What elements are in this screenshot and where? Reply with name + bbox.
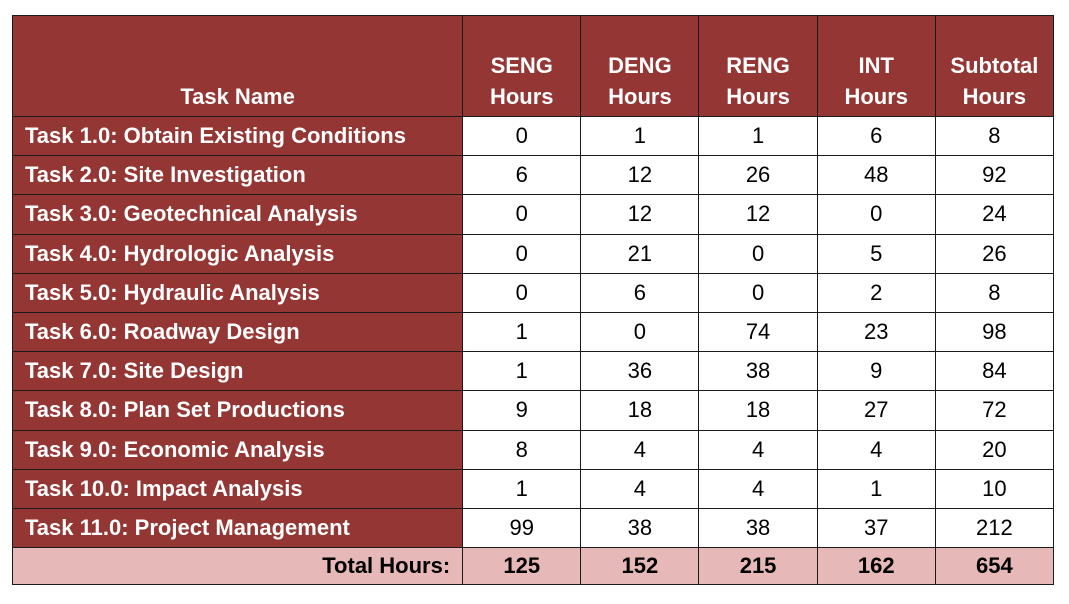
deng-cell: 18 [580,390,700,431]
table-row: Task 8.0: Plan Set Productions 9 18 18 2… [11,390,1055,431]
int-cell: 37 [816,507,936,549]
seng-cell: 6 [462,155,582,196]
header-int: INT Hours [816,15,936,117]
int-cell: 5 [816,233,936,274]
int-cell: 27 [816,390,936,431]
deng-cell: 38 [580,507,700,549]
seng-cell: 9 [462,390,582,431]
subtotal-cell: 92 [934,155,1055,196]
subtotal-cell: 20 [934,429,1055,470]
subtotal-cell: 84 [934,351,1055,392]
table-row: Task 4.0: Hydrologic Analysis 0 21 0 5 2… [11,233,1055,274]
table-row: Task 6.0: Roadway Design 1 0 74 23 98 [11,311,1055,353]
table-row: Task 10.0: Impact Analysis 1 4 4 1 10 [11,468,1055,509]
int-cell: 4 [816,429,936,470]
int-cell: 23 [816,311,936,353]
total-reng: 215 [698,547,818,586]
task-name-cell: Task 7.0: Site Design [11,351,464,392]
header-reng: RENG Hours [698,15,818,117]
subtotal-cell: 10 [934,468,1055,509]
seng-cell: 8 [462,429,582,470]
table-row: Task 11.0: Project Management 99 38 38 3… [11,507,1055,549]
reng-cell: 4 [698,429,818,470]
total-int: 162 [816,547,936,586]
total-seng: 125 [462,547,582,586]
total-deng: 152 [580,547,700,586]
total-subtotal: 654 [934,547,1055,586]
task-name-cell: Task 6.0: Roadway Design [11,311,464,353]
table-row: Task 3.0: Geotechnical Analysis 0 12 12 … [11,194,1055,235]
seng-cell: 0 [462,194,582,235]
reng-cell: 38 [698,507,818,549]
reng-cell: 12 [698,194,818,235]
table-row: Task 7.0: Site Design 1 36 38 9 84 [11,351,1055,392]
deng-cell: 21 [580,233,700,274]
task-name-cell: Task 2.0: Site Investigation [11,155,464,196]
reng-cell: 4 [698,468,818,509]
subtotal-cell: 8 [934,272,1055,313]
total-row: Total Hours: 125 152 215 162 654 [11,547,1055,586]
table-row: Task 5.0: Hydraulic Analysis 0 6 0 2 8 [11,272,1055,313]
subtotal-cell: 8 [934,115,1055,157]
reng-cell: 1 [698,115,818,157]
header-task-name: Task Name [11,15,464,117]
reng-cell: 0 [698,272,818,313]
subtotal-cell: 212 [934,507,1055,549]
deng-cell: 4 [580,429,700,470]
int-cell: 1 [816,468,936,509]
header-seng: SENG Hours [462,15,582,117]
deng-cell: 6 [580,272,700,313]
task-name-cell: Task 8.0: Plan Set Productions [11,390,464,431]
header-deng: DENG Hours [580,15,700,117]
seng-cell: 0 [462,115,582,157]
subtotal-cell: 24 [934,194,1055,235]
hours-table: Task Name SENG Hours DENG Hours RENG Hours … [11,15,1055,586]
reng-cell: 38 [698,351,818,392]
task-name-cell: Task 5.0: Hydraulic Analysis [11,272,464,313]
subtotal-cell: 72 [934,390,1055,431]
total-label: Total Hours: [11,547,464,586]
task-name-cell: Task 4.0: Hydrologic Analysis [11,233,464,274]
deng-cell: 12 [580,155,700,196]
reng-cell: 74 [698,311,818,353]
task-name-cell: Task 9.0: Economic Analysis [11,429,464,470]
deng-cell: 1 [580,115,700,157]
header-row: Task Name SENG Hours DENG Hours RENG Hours … [11,15,1055,117]
subtotal-cell: 26 [934,233,1055,274]
int-cell: 2 [816,272,936,313]
table-row: Task 1.0: Obtain Existing Conditions 0 1… [11,115,1055,157]
task-name-cell: Task 3.0: Geotechnical Analysis [11,194,464,235]
seng-cell: 1 [462,311,582,353]
deng-cell: 0 [580,311,700,353]
task-name-cell: Task 10.0: Impact Analysis [11,468,464,509]
int-cell: 6 [816,115,936,157]
deng-cell: 4 [580,468,700,509]
reng-cell: 26 [698,155,818,196]
table-row: Task 9.0: Economic Analysis 8 4 4 4 20 [11,429,1055,470]
deng-cell: 36 [580,351,700,392]
int-cell: 0 [816,194,936,235]
seng-cell: 1 [462,351,582,392]
task-name-cell: Task 11.0: Project Management [11,507,464,549]
reng-cell: 18 [698,390,818,431]
seng-cell: 0 [462,272,582,313]
seng-cell: 0 [462,233,582,274]
seng-cell: 1 [462,468,582,509]
seng-cell: 99 [462,507,582,549]
reng-cell: 0 [698,233,818,274]
int-cell: 48 [816,155,936,196]
deng-cell: 12 [580,194,700,235]
subtotal-cell: 98 [934,311,1055,353]
table-row: Task 2.0: Site Investigation 6 12 26 48 … [11,155,1055,196]
task-name-cell: Task 1.0: Obtain Existing Conditions [11,115,464,157]
header-subtotal: Subtotal Hours [934,15,1055,117]
int-cell: 9 [816,351,936,392]
